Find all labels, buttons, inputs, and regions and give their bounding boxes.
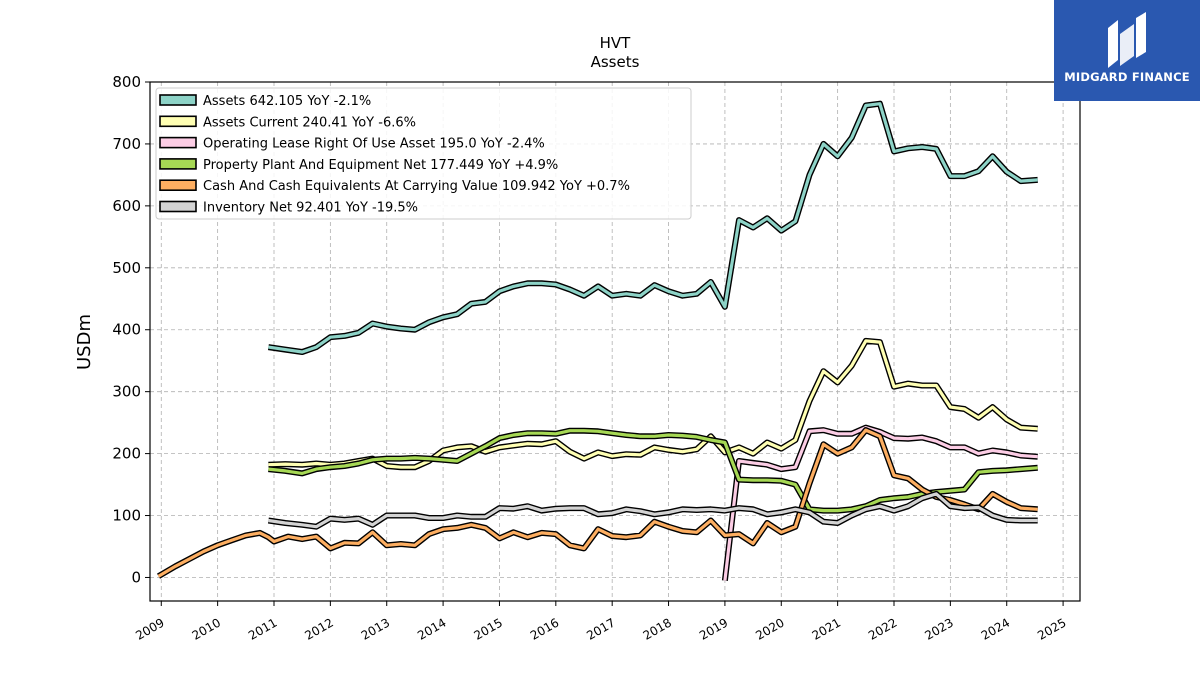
chart-subtitle: Assets	[591, 53, 640, 71]
legend-swatch-4	[159, 179, 197, 191]
series-line-1	[268, 339, 1038, 469]
y-tick-label: 200	[112, 445, 141, 463]
y-tick-label: 700	[112, 135, 141, 153]
y-tick-label: 800	[112, 73, 141, 91]
y-tick-label: 500	[112, 259, 141, 277]
series-line-3	[268, 429, 1038, 513]
legend-label-1: Assets Current 240.41 YoY -6.6%	[203, 115, 416, 130]
y-axis-ticks: 0 100 200 300 400 500 600 700 800	[112, 73, 150, 586]
legend-label-4: Cash And Cash Equivalents At Carrying Va…	[203, 179, 630, 194]
legend-label-5: Inventory Net 92.401 YoY -19.5%	[203, 201, 418, 216]
y-tick-label: 600	[112, 197, 141, 215]
legend-label-2: Operating Lease Right Of Use Asset 195.0…	[203, 137, 545, 152]
y-tick-label: 400	[112, 321, 141, 339]
y-axis-label: USDm	[74, 314, 95, 370]
y-tick-label: 0	[131, 568, 141, 586]
legend-swatch-0	[159, 94, 197, 106]
series-lines	[156, 100, 1038, 581]
legend-swatch-3	[159, 158, 197, 170]
legend: Assets 642.105 YoY -2.1% Assets Current 2…	[155, 87, 692, 220]
series-line-0	[268, 102, 1038, 354]
legend-label-0: Assets 642.105 YoY -2.1%	[203, 94, 371, 109]
brand-logo: MIDGARD FINANCE	[1054, 0, 1200, 101]
series-line-4	[157, 428, 1038, 578]
series-line-2	[723, 426, 1038, 581]
y-tick-label: 300	[112, 383, 141, 401]
series-line-5	[268, 492, 1038, 529]
legend-swatch-5	[159, 200, 197, 213]
midgard-logo-icon	[1108, 12, 1146, 68]
legend-frame	[155, 87, 692, 220]
y-tick-label: 100	[112, 507, 141, 525]
plot-frame	[149, 81, 1081, 602]
chart-title: HVT	[600, 34, 632, 52]
brand-name: MIDGARD FINANCE	[1064, 70, 1190, 84]
legend-swatch-2	[159, 136, 197, 149]
legend-label-3: Property Plant And Equipment Net 177.449…	[203, 158, 558, 173]
legend-swatch-1	[159, 115, 197, 128]
